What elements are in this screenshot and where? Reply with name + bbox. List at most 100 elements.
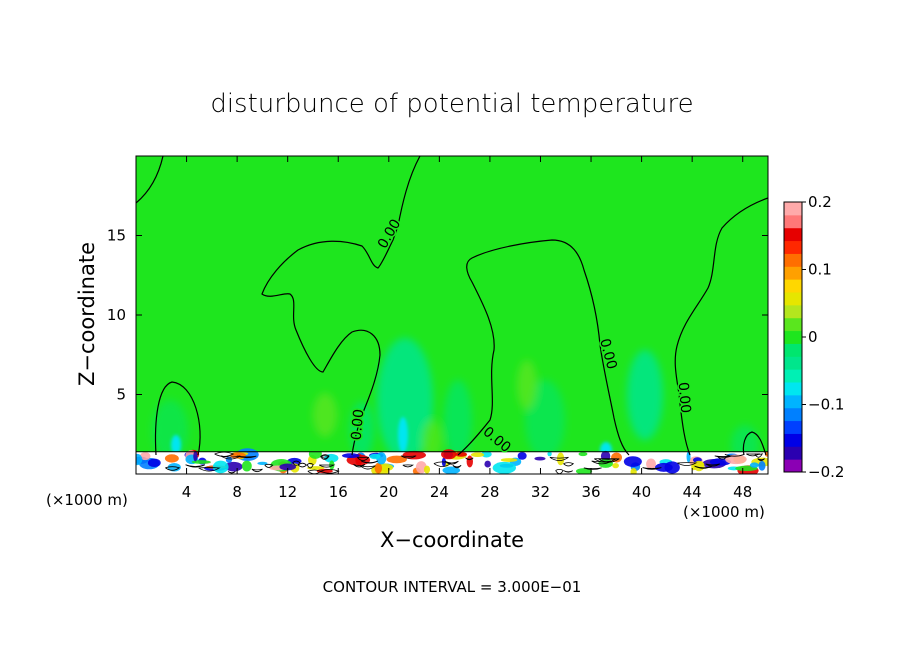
anomaly-cool	[377, 338, 433, 462]
surface-contour	[563, 470, 573, 473]
contour-line	[742, 431, 767, 456]
surface-eddy	[481, 450, 492, 458]
surface-eddy	[241, 460, 252, 472]
surface-eddy	[374, 462, 383, 474]
surface-eddy	[402, 450, 426, 460]
contour-line	[136, 156, 164, 204]
surface-eddy	[423, 465, 431, 474]
x-tick-label: 28	[480, 483, 499, 501]
colorbar-segment	[784, 394, 802, 409]
surface-eddy	[630, 467, 637, 474]
surface-contour	[214, 451, 235, 457]
surface-eddy	[611, 452, 622, 463]
surface-eddy	[578, 451, 588, 457]
surface-contour	[746, 453, 761, 457]
surface-contour	[198, 467, 221, 472]
plot-area: 0.00 0.00 0.00 0.00 0.00	[136, 156, 768, 474]
x-unit-left: (×1000 m)	[46, 491, 128, 509]
surface-contour	[594, 458, 618, 463]
surface-eddy	[341, 453, 360, 459]
surface-eddy	[257, 461, 268, 465]
colorbar-segment	[784, 253, 802, 267]
y-tick-label: 10	[107, 306, 126, 324]
surface-contour	[297, 462, 308, 468]
surface-contour	[185, 464, 206, 468]
colorbar-segment	[784, 227, 802, 242]
contour-label: 0.00	[675, 381, 694, 413]
surface-eddy	[534, 456, 546, 461]
colorbar-segment	[784, 459, 802, 473]
surface-eddy	[193, 450, 198, 462]
surface-eddy	[441, 449, 457, 460]
surface-turbulence-band	[136, 448, 768, 474]
colorbar-segment	[784, 356, 802, 370]
x-axis-ticks: 4 8 12 16 20 24 28 32 36 40 44 48	[182, 156, 752, 501]
x-tick-label: 20	[379, 483, 398, 501]
colorbar-tick-label: −0.1	[808, 396, 844, 414]
colorbar-segment	[784, 343, 802, 357]
contour-line	[261, 156, 421, 456]
chart-title: disturbunce of potential temperature	[210, 89, 693, 119]
anomaly-cold-core	[171, 435, 181, 455]
surface-contour	[583, 467, 602, 471]
surface-contour	[433, 461, 452, 467]
contour-line	[154, 381, 201, 456]
surface-eddy	[466, 455, 473, 468]
surface-eddy	[749, 462, 759, 468]
anomaly-cool	[444, 380, 472, 460]
colorbar-tick-label: 0	[808, 328, 818, 346]
surface-eddy	[500, 458, 518, 462]
surface-eddy	[167, 463, 181, 472]
colorbar-segment	[784, 317, 802, 332]
surface-contour	[359, 465, 376, 470]
anomaly-cold-core	[398, 417, 408, 453]
surface-eddy	[308, 448, 322, 459]
contour-line	[674, 197, 768, 456]
surface-eddy	[758, 460, 766, 471]
x-tick-label: 16	[329, 483, 348, 501]
surface-eddy	[136, 453, 143, 466]
y-tick-label: 5	[116, 386, 126, 404]
surface-eddy	[517, 452, 527, 460]
surface-eddy	[191, 460, 211, 464]
surface-contour	[264, 463, 274, 468]
colorbar-segment	[784, 382, 802, 396]
surface-contour	[563, 462, 574, 467]
colorbar-tick-labels: 0.2 0.1 0 −0.1 −0.2	[802, 193, 844, 481]
surface-contour	[555, 468, 564, 474]
surface-eddy	[484, 460, 491, 468]
colorbar-segment	[784, 292, 802, 306]
colorbar-tick-label: 0.1	[808, 261, 832, 279]
x-axis-label: X−coordinate	[380, 528, 524, 552]
surface-contour	[549, 456, 569, 461]
contour-interval-note: CONTOUR INTERVAL = 3.000E−01	[323, 578, 582, 596]
x-tick-label: 44	[683, 483, 702, 501]
y-axis-ticks: 5 10 15	[107, 227, 768, 404]
surface-contour	[237, 455, 257, 459]
contour-line	[457, 239, 630, 456]
surface-contour	[694, 465, 713, 469]
colorbar-segment	[784, 266, 802, 280]
x-tick-label: 24	[430, 483, 449, 501]
surface-eddy	[655, 462, 673, 472]
surface-contour	[452, 464, 462, 469]
colorbar-segment	[784, 369, 802, 383]
surface-contour	[292, 460, 301, 466]
surface-eddy	[492, 461, 517, 474]
surface-contour	[642, 467, 662, 470]
surface-contour	[361, 460, 379, 464]
x-tick-label: 36	[581, 483, 600, 501]
colorbar-segment	[784, 330, 802, 344]
surface-eddy	[556, 452, 565, 466]
surface-eddy	[455, 451, 468, 457]
surface-contour	[307, 469, 322, 474]
colorbar-segment	[784, 279, 802, 293]
surface-contour	[444, 460, 459, 465]
x-tick-label: 8	[232, 483, 242, 501]
colorbar-tick-label: 0.2	[808, 193, 832, 211]
surface-contour	[705, 463, 721, 467]
colorbar-segment	[784, 446, 802, 460]
surface-eddy	[316, 468, 333, 474]
surface-eddy	[147, 458, 161, 468]
